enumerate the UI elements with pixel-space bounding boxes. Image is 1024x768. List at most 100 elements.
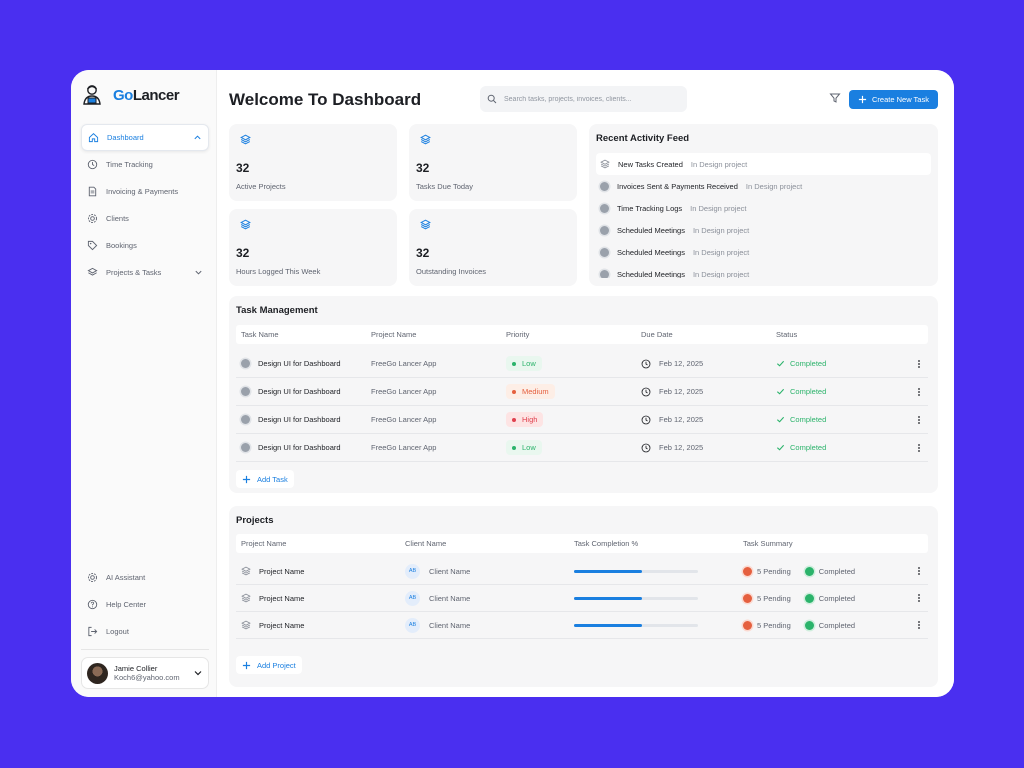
layers-icon: [241, 620, 251, 630]
plus-icon: [242, 475, 251, 483]
row-actions: [910, 359, 928, 369]
task-status-dot-icon: [241, 387, 250, 396]
add-project-button[interactable]: Add Project: [236, 656, 302, 674]
client-name: Client Name: [429, 566, 471, 576]
more-vertical-icon[interactable]: [916, 359, 922, 369]
priority-label: Medium: [522, 387, 549, 396]
sidebar-item-help-center[interactable]: Help Center: [81, 591, 209, 618]
feed-context: In Design project: [690, 159, 748, 169]
gear-icon: [88, 573, 97, 582]
sidebar-item-clients[interactable]: Clients: [81, 205, 209, 232]
brand-logo[interactable]: GoLancer: [81, 82, 180, 108]
table-row[interactable]: Project Name AB Client Name 5 Pending Comple…: [236, 585, 928, 612]
more-vertical-icon[interactable]: [916, 415, 922, 425]
feed-list[interactable]: New Tasks Created In Design project Invo…: [596, 153, 931, 278]
stat-card-hours-logged: 32 Hours Logged This Week: [229, 209, 397, 286]
feed-event: Scheduled Meetings: [617, 269, 685, 279]
search-input[interactable]: [504, 95, 674, 103]
completion-progress-bar: [574, 596, 698, 600]
sidebar-item-projects-tasks[interactable]: Projects & Tasks: [81, 259, 209, 286]
feed-item[interactable]: Invoices Sent & Payments Received In Des…: [596, 175, 931, 197]
create-new-task-label: Create New Task: [872, 95, 929, 104]
column-header: Task Completion %: [574, 539, 639, 548]
feed-item[interactable]: Scheduled Meetings In Design project: [596, 263, 931, 278]
priority-label: Low: [522, 443, 536, 452]
table-row[interactable]: Design UI for Dashboard FreeGo Lancer App…: [236, 406, 928, 434]
add-task-button[interactable]: Add Task: [236, 470, 294, 488]
create-new-task-button[interactable]: Create New Task: [849, 90, 938, 109]
completion-progress-fill: [574, 569, 643, 573]
sidebar-item-dashboard[interactable]: Dashboard: [81, 124, 209, 151]
due-date-cell: Feb 12, 2025: [641, 387, 776, 397]
user-email: Koch6@yahoo.com: [114, 673, 180, 682]
brand-name: GoLancer: [113, 86, 180, 104]
client-avatar: AB: [405, 590, 420, 606]
column-header: Project Name: [371, 330, 417, 339]
sidebar-nav: Dashboard Time Tracking Invoicing & Paym…: [81, 124, 209, 286]
priority-dot-icon: [512, 445, 516, 450]
sidebar-item-label: Help Center: [106, 600, 147, 609]
table-row[interactable]: Project Name AB Client Name 5 Pending Comple…: [236, 612, 928, 639]
sidebar-item-label: Logout: [106, 627, 129, 636]
status-dot-icon: [600, 181, 609, 191]
row-actions: [910, 443, 928, 453]
sidebar-item-time-tracking[interactable]: Time Tracking: [81, 151, 209, 178]
sidebar-item-bookings[interactable]: Bookings: [81, 232, 209, 259]
search-icon: [487, 94, 497, 104]
status-label: Completed: [790, 359, 827, 368]
completion-progress-fill: [574, 596, 643, 600]
feed-item[interactable]: Scheduled Meetings In Design project: [596, 219, 931, 241]
table-row[interactable]: Design UI for Dashboard FreeGo Lancer App…: [236, 350, 928, 378]
more-vertical-icon[interactable]: [916, 593, 922, 603]
tag-icon: [87, 240, 98, 251]
client-avatar: AB: [405, 617, 420, 633]
client-name: Client Name: [429, 593, 471, 603]
feed-item[interactable]: Scheduled Meetings In Design project: [596, 241, 931, 263]
column-header: Project Name: [241, 539, 287, 548]
priority-cell: High: [506, 412, 641, 427]
add-task-label: Add Task: [257, 474, 288, 484]
more-vertical-icon[interactable]: [916, 387, 922, 397]
chevron-down-icon: [195, 270, 202, 275]
main-content: Welcome To Dashboard Create New Task 32 …: [217, 70, 954, 697]
search-bar[interactable]: [480, 86, 687, 112]
sidebar-divider: [81, 649, 209, 650]
column-header: Status: [776, 330, 798, 339]
due-date: Feb 12, 2025: [659, 443, 704, 452]
completed-dot-icon: [804, 593, 814, 603]
due-date: Feb 12, 2025: [659, 359, 704, 368]
table-row[interactable]: Design UI for Dashboard FreeGo Lancer App…: [236, 434, 928, 462]
more-vertical-icon[interactable]: [916, 566, 922, 576]
gear-icon: [88, 214, 97, 223]
feed-item[interactable]: New Tasks Created In Design project: [596, 153, 931, 175]
sidebar-item-ai-assistant[interactable]: AI Assistant: [81, 564, 209, 591]
section-title: Task Management: [236, 305, 318, 316]
completion-cell: [574, 596, 743, 600]
more-vertical-icon[interactable]: [916, 620, 922, 630]
table-row[interactable]: Design UI for Dashboard FreeGo Lancer App…: [236, 378, 928, 406]
logout-icon: [88, 626, 98, 637]
sidebar-item-invoicing-payments[interactable]: Invoicing & Payments: [81, 178, 209, 205]
user-profile-menu[interactable]: Jamie Collier Koch6@yahoo.com: [81, 657, 209, 689]
status-dot-icon: [600, 225, 609, 235]
pending-dot-icon: [743, 593, 752, 603]
table-row[interactable]: Project Name AB Client Name 5 Pending Comple…: [236, 558, 928, 585]
pending-dot-icon: [743, 566, 752, 576]
brand-name-lancer: Lancer: [132, 86, 180, 104]
status-dot-icon: [600, 269, 609, 278]
more-vertical-icon[interactable]: [916, 443, 922, 453]
stat-value: 32: [236, 161, 250, 175]
completed-label: Completed: [818, 566, 856, 576]
sidebar-item-label: Time Tracking: [106, 160, 153, 169]
task-name: Design UI for Dashboard: [258, 443, 341, 452]
task-status-dot-icon: [241, 359, 250, 368]
feed-item[interactable]: Time Tracking Logs In Design project: [596, 197, 931, 219]
check-icon: [776, 388, 785, 395]
filter-icon[interactable]: [829, 92, 841, 104]
feed-title: Recent Activity Feed: [596, 133, 690, 144]
recent-activity-feed: Recent Activity Feed New Tasks Created I…: [589, 124, 938, 286]
sidebar-item-logout[interactable]: Logout: [81, 618, 209, 645]
chevron-down-icon: [194, 671, 202, 676]
plus-icon: [858, 95, 867, 104]
layers-icon: [240, 134, 251, 145]
